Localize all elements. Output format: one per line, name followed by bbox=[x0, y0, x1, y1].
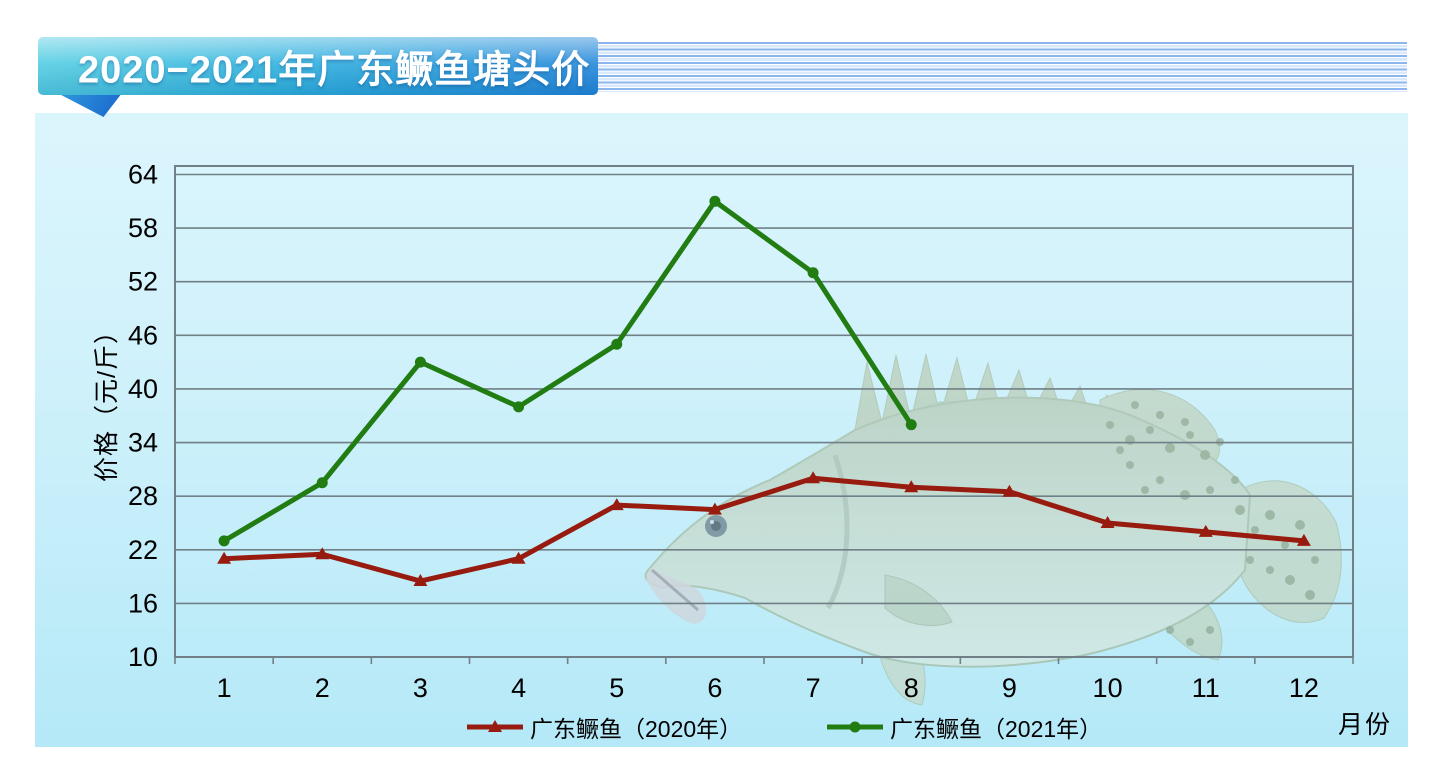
series-line-广东鳜鱼（2021年） bbox=[221, 198, 914, 544]
data-point-marker bbox=[511, 551, 526, 564]
legend-label-2020: 广东鳜鱼（2020年） bbox=[530, 716, 743, 742]
legend-swatch-2020-icon bbox=[467, 720, 523, 732]
data-point-marker bbox=[1198, 524, 1213, 537]
y-tick-label: 16 bbox=[128, 588, 158, 618]
data-point-marker bbox=[315, 547, 330, 560]
y-tick-label: 22 bbox=[128, 535, 158, 565]
data-point-marker bbox=[1100, 515, 1115, 528]
x-tick-label: 2 bbox=[315, 673, 330, 703]
x-tick-label: 10 bbox=[1093, 673, 1123, 703]
y-tick-label: 64 bbox=[128, 160, 158, 190]
y-tick-label: 34 bbox=[128, 428, 158, 458]
data-point-marker bbox=[806, 471, 821, 484]
x-tick-label: 8 bbox=[904, 673, 919, 703]
data-point-marker bbox=[217, 551, 232, 564]
y-axis-title: 价格（元/斤） bbox=[93, 318, 121, 482]
data-point-marker bbox=[414, 356, 426, 368]
page-title: 2020−2021年广东鳜鱼塘头价 bbox=[78, 49, 591, 92]
x-tick-label: 11 bbox=[1192, 673, 1220, 703]
y-tick-label: 10 bbox=[128, 642, 158, 672]
x-tick-label: 1 bbox=[217, 673, 232, 703]
legend-label-2021: 广东鳜鱼（2021年） bbox=[890, 716, 1103, 742]
data-point-marker bbox=[1296, 533, 1311, 546]
fish-eye-highlight bbox=[710, 520, 714, 524]
x-tick-label: 12 bbox=[1289, 673, 1319, 703]
data-point-marker bbox=[218, 535, 230, 547]
data-point-marker bbox=[413, 574, 428, 587]
fish-mouth bbox=[646, 568, 707, 624]
data-point-marker bbox=[1002, 484, 1017, 497]
data-point-marker bbox=[609, 498, 624, 511]
data-point-marker bbox=[709, 195, 721, 207]
y-tick-label: 46 bbox=[128, 320, 158, 350]
x-tick-label: 6 bbox=[707, 673, 722, 703]
y-tick-label: 28 bbox=[128, 481, 158, 511]
y-tick-label: 52 bbox=[128, 267, 158, 297]
series-line-广东鳜鱼（2020年） bbox=[221, 475, 1307, 584]
data-point-marker bbox=[611, 338, 623, 350]
data-point-marker bbox=[807, 267, 819, 279]
pinstripe-decoration bbox=[598, 42, 1407, 92]
fish-pectoral-fin bbox=[884, 574, 953, 626]
x-tick-label: 4 bbox=[511, 673, 526, 703]
data-point-marker bbox=[316, 477, 328, 489]
legend-item-2020: 广东鳜鱼（2020年） bbox=[466, 710, 742, 744]
data-point-marker bbox=[707, 502, 722, 515]
data-point-marker bbox=[905, 419, 917, 431]
x-tick-label: 7 bbox=[806, 673, 821, 703]
x-axis-title: 月份 bbox=[1338, 711, 1393, 739]
x-tick-label: 5 bbox=[609, 673, 624, 703]
fish-gill-line bbox=[825, 454, 850, 610]
data-point-marker bbox=[904, 480, 919, 493]
x-tick-label: 9 bbox=[1002, 673, 1017, 703]
legend-item-2021: 广东鳜鱼（2021年） bbox=[826, 710, 1102, 744]
mandarin-fish-watermark-image bbox=[644, 353, 1342, 706]
fish-pupil bbox=[711, 521, 721, 531]
fish-body bbox=[644, 396, 1252, 668]
title-banner: 2020−2021年广东鳜鱼塘头价 bbox=[38, 37, 598, 95]
legend-swatch-2021-icon bbox=[827, 721, 883, 733]
data-point-marker bbox=[513, 401, 525, 413]
y-tick-label: 40 bbox=[128, 374, 158, 404]
x-tick-label: 3 bbox=[413, 673, 428, 703]
y-tick-label: 58 bbox=[128, 213, 158, 243]
